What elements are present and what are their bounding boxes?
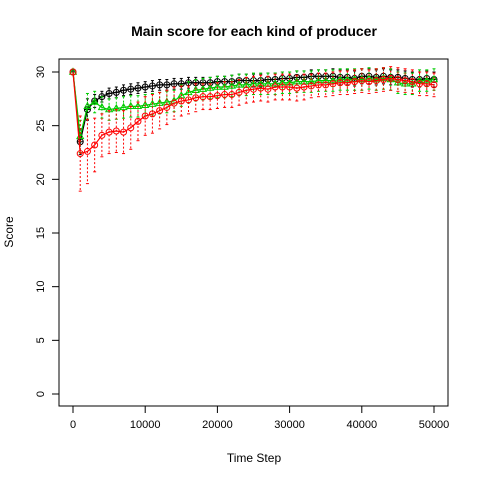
data-point [105,128,113,136]
data-point [379,76,387,84]
y-tick-label: 30 [35,66,47,78]
data-point [336,79,344,87]
data-point [119,102,128,111]
data-point [199,93,207,101]
data-point [141,112,149,120]
data-point [387,74,395,82]
data-point [422,75,431,84]
data-point [351,78,359,86]
data-point [271,83,279,91]
data-point [416,80,424,88]
data-point [256,79,265,87]
data-point [98,131,106,139]
data-point [127,124,135,132]
y-tick-label: 5 [35,337,47,343]
data-point [69,68,77,76]
x-tick-label: 20000 [202,419,233,431]
data-point [120,128,128,136]
x-tick-label: 0 [70,419,76,431]
data-point [206,83,215,91]
data-point [234,80,244,88]
data-point [328,75,338,84]
data-point [148,110,156,118]
data-point [408,78,416,86]
data-point [126,101,135,110]
y-axis-label: Score [2,216,16,248]
data-point [213,92,221,100]
data-point [293,84,301,92]
data-point [220,82,229,90]
x-tick-label: 10000 [130,419,161,431]
y-tick-label: 0 [35,391,47,397]
data-point [91,141,99,149]
data-point [257,84,265,92]
data-point [343,74,352,83]
data-point [198,84,208,92]
data-point [307,82,315,90]
x-axis: 0 10000 20000 30000 40000 50000 [70,405,450,431]
chart-title: Main score for each kind of producer [131,23,377,39]
data-point [206,93,214,101]
data-point [278,83,286,91]
series-2 [69,66,438,192]
data-point [322,81,330,89]
data-point [134,117,142,125]
data-point [221,91,229,99]
data-point [314,81,322,89]
data-point [394,76,402,84]
data-point [358,77,366,85]
data-point [228,91,236,99]
data-point [401,77,409,85]
x-tick-label: 40000 [347,419,378,431]
data-point [185,96,193,104]
y-tick-label: 25 [35,120,47,132]
data-point [415,75,424,84]
data-point [213,82,222,90]
data-point [335,74,345,83]
x-tick-label: 50000 [419,419,450,431]
data-point [156,107,164,115]
series-layer [68,66,439,192]
y-tick-label: 20 [35,173,47,185]
data-point [264,85,272,93]
data-point [271,79,280,87]
y-tick-label: 10 [35,281,47,293]
data-point [235,88,243,96]
y-tick-label: 15 [35,227,47,239]
data-point [242,86,250,94]
data-point [177,97,185,105]
data-point [430,81,438,89]
data-point [148,99,157,107]
data-point [250,85,257,93]
data-point [278,78,287,86]
data-point [192,94,200,102]
data-point [372,77,380,85]
data-point [76,150,84,158]
data-point [300,83,308,91]
data-point [423,80,431,88]
data-point [285,78,294,86]
data-point [141,100,150,108]
data-point [365,78,373,86]
y-axis: 0 5 10 15 20 25 30 [35,66,60,397]
data-point [170,99,178,107]
x-tick-label: 30000 [274,419,305,431]
data-point [83,101,92,110]
data-point [286,83,294,91]
data-point [83,147,91,155]
data-point [364,73,374,82]
data-point [112,127,120,135]
data-point [90,97,99,105]
data-point [329,80,337,88]
data-point [97,102,107,111]
x-axis-label: Time Step [227,451,282,465]
data-point [227,81,236,89]
data-point [133,101,143,110]
data-point [163,103,171,111]
data-point [343,79,351,87]
